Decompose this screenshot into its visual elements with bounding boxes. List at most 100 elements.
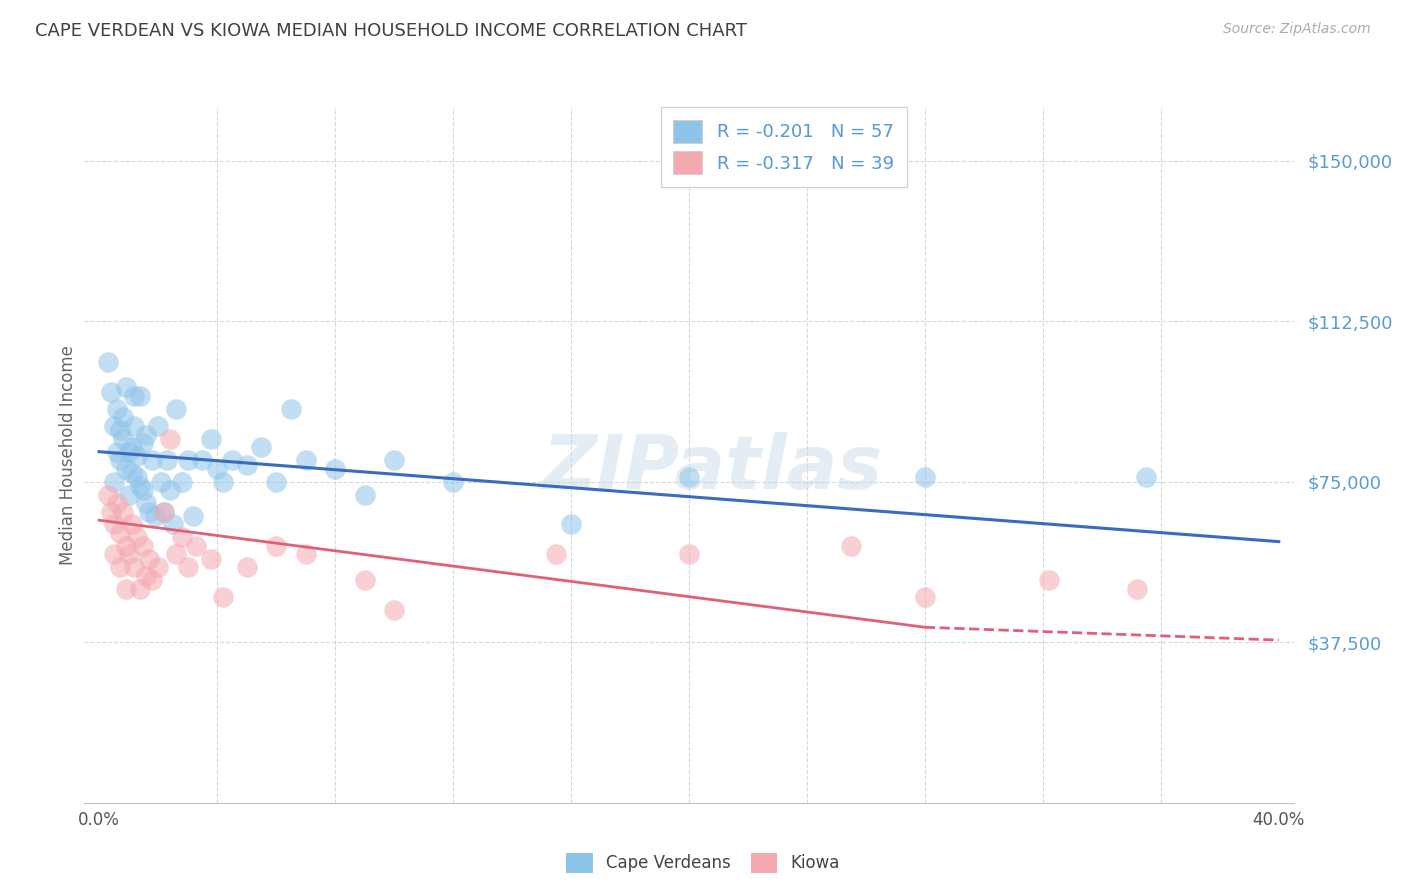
Point: [114, 539, 136, 553]
Point: [186, 539, 208, 553]
Point: [129, 389, 152, 403]
Point: [153, 505, 176, 519]
Point: [105, 496, 128, 510]
Point: [176, 453, 198, 467]
Point: [280, 401, 302, 416]
Point: [153, 505, 176, 519]
Point: [103, 517, 125, 532]
Point: [100, 505, 122, 519]
Point: [1126, 582, 1149, 596]
Point: [159, 432, 181, 446]
Point: [678, 470, 700, 484]
Point: [141, 573, 163, 587]
Point: [103, 475, 125, 489]
Point: [117, 548, 139, 562]
Point: [121, 517, 143, 532]
Text: CAPE VERDEAN VS KIOWA MEDIAN HOUSEHOLD INCOME CORRELATION CHART: CAPE VERDEAN VS KIOWA MEDIAN HOUSEHOLD I…: [35, 22, 747, 40]
Point: [1135, 470, 1157, 484]
Point: [146, 419, 169, 434]
Point: [159, 483, 181, 498]
Point: [105, 444, 128, 458]
Point: [205, 462, 228, 476]
Point: [264, 475, 287, 489]
Point: [138, 505, 160, 519]
Point: [294, 453, 316, 467]
Point: [111, 410, 134, 425]
Point: [914, 591, 936, 605]
Point: [914, 470, 936, 484]
Point: [129, 582, 152, 596]
Point: [441, 475, 464, 489]
Point: [127, 470, 149, 484]
Legend: Cape Verdeans, Kiowa: Cape Verdeans, Kiowa: [560, 847, 846, 880]
Point: [97, 487, 120, 501]
Point: [323, 462, 346, 476]
Point: [108, 526, 131, 541]
Point: [294, 548, 316, 562]
Point: [108, 423, 131, 437]
Text: ZIPatlas: ZIPatlas: [543, 433, 883, 506]
Point: [108, 453, 131, 467]
Point: [839, 539, 862, 553]
Point: [124, 560, 146, 574]
Point: [111, 505, 134, 519]
Point: [129, 479, 152, 493]
Point: [165, 548, 187, 562]
Point: [264, 539, 287, 553]
Point: [138, 551, 160, 566]
Point: [111, 432, 134, 446]
Point: [165, 401, 187, 416]
Point: [250, 441, 273, 455]
Point: [546, 548, 568, 562]
Point: [560, 517, 582, 532]
Point: [124, 419, 146, 434]
Point: [235, 560, 257, 574]
Point: [170, 530, 193, 544]
Point: [114, 380, 136, 394]
Point: [143, 508, 166, 523]
Y-axis label: Median Household Income: Median Household Income: [59, 345, 77, 565]
Point: [382, 453, 405, 467]
Point: [162, 517, 184, 532]
Point: [235, 458, 257, 472]
Point: [146, 560, 169, 574]
Point: [212, 475, 235, 489]
Point: [103, 548, 125, 562]
Point: [176, 560, 198, 574]
Point: [141, 453, 163, 467]
Point: [121, 466, 143, 480]
Point: [191, 453, 214, 467]
Point: [183, 508, 205, 523]
Point: [135, 496, 157, 510]
Point: [200, 551, 222, 566]
Point: [132, 436, 155, 450]
Point: [382, 603, 405, 617]
Point: [127, 530, 149, 544]
Point: [170, 475, 193, 489]
Point: [200, 432, 222, 446]
Point: [212, 591, 235, 605]
Legend: R = -0.201   N = 57, R = -0.317   N = 39: R = -0.201 N = 57, R = -0.317 N = 39: [661, 107, 907, 186]
Point: [103, 419, 125, 434]
Point: [117, 487, 139, 501]
Point: [127, 449, 149, 463]
Point: [150, 475, 173, 489]
Point: [156, 453, 179, 467]
Point: [353, 573, 375, 587]
Point: [135, 427, 157, 442]
Point: [100, 384, 122, 399]
Point: [132, 539, 155, 553]
Point: [353, 487, 375, 501]
Point: [221, 453, 243, 467]
Point: [132, 483, 155, 498]
Point: [124, 389, 146, 403]
Point: [108, 560, 131, 574]
Point: [678, 548, 700, 562]
Text: Source: ZipAtlas.com: Source: ZipAtlas.com: [1223, 22, 1371, 37]
Point: [114, 462, 136, 476]
Point: [117, 444, 139, 458]
Point: [97, 355, 120, 369]
Point: [135, 569, 157, 583]
Point: [1038, 573, 1060, 587]
Point: [105, 401, 128, 416]
